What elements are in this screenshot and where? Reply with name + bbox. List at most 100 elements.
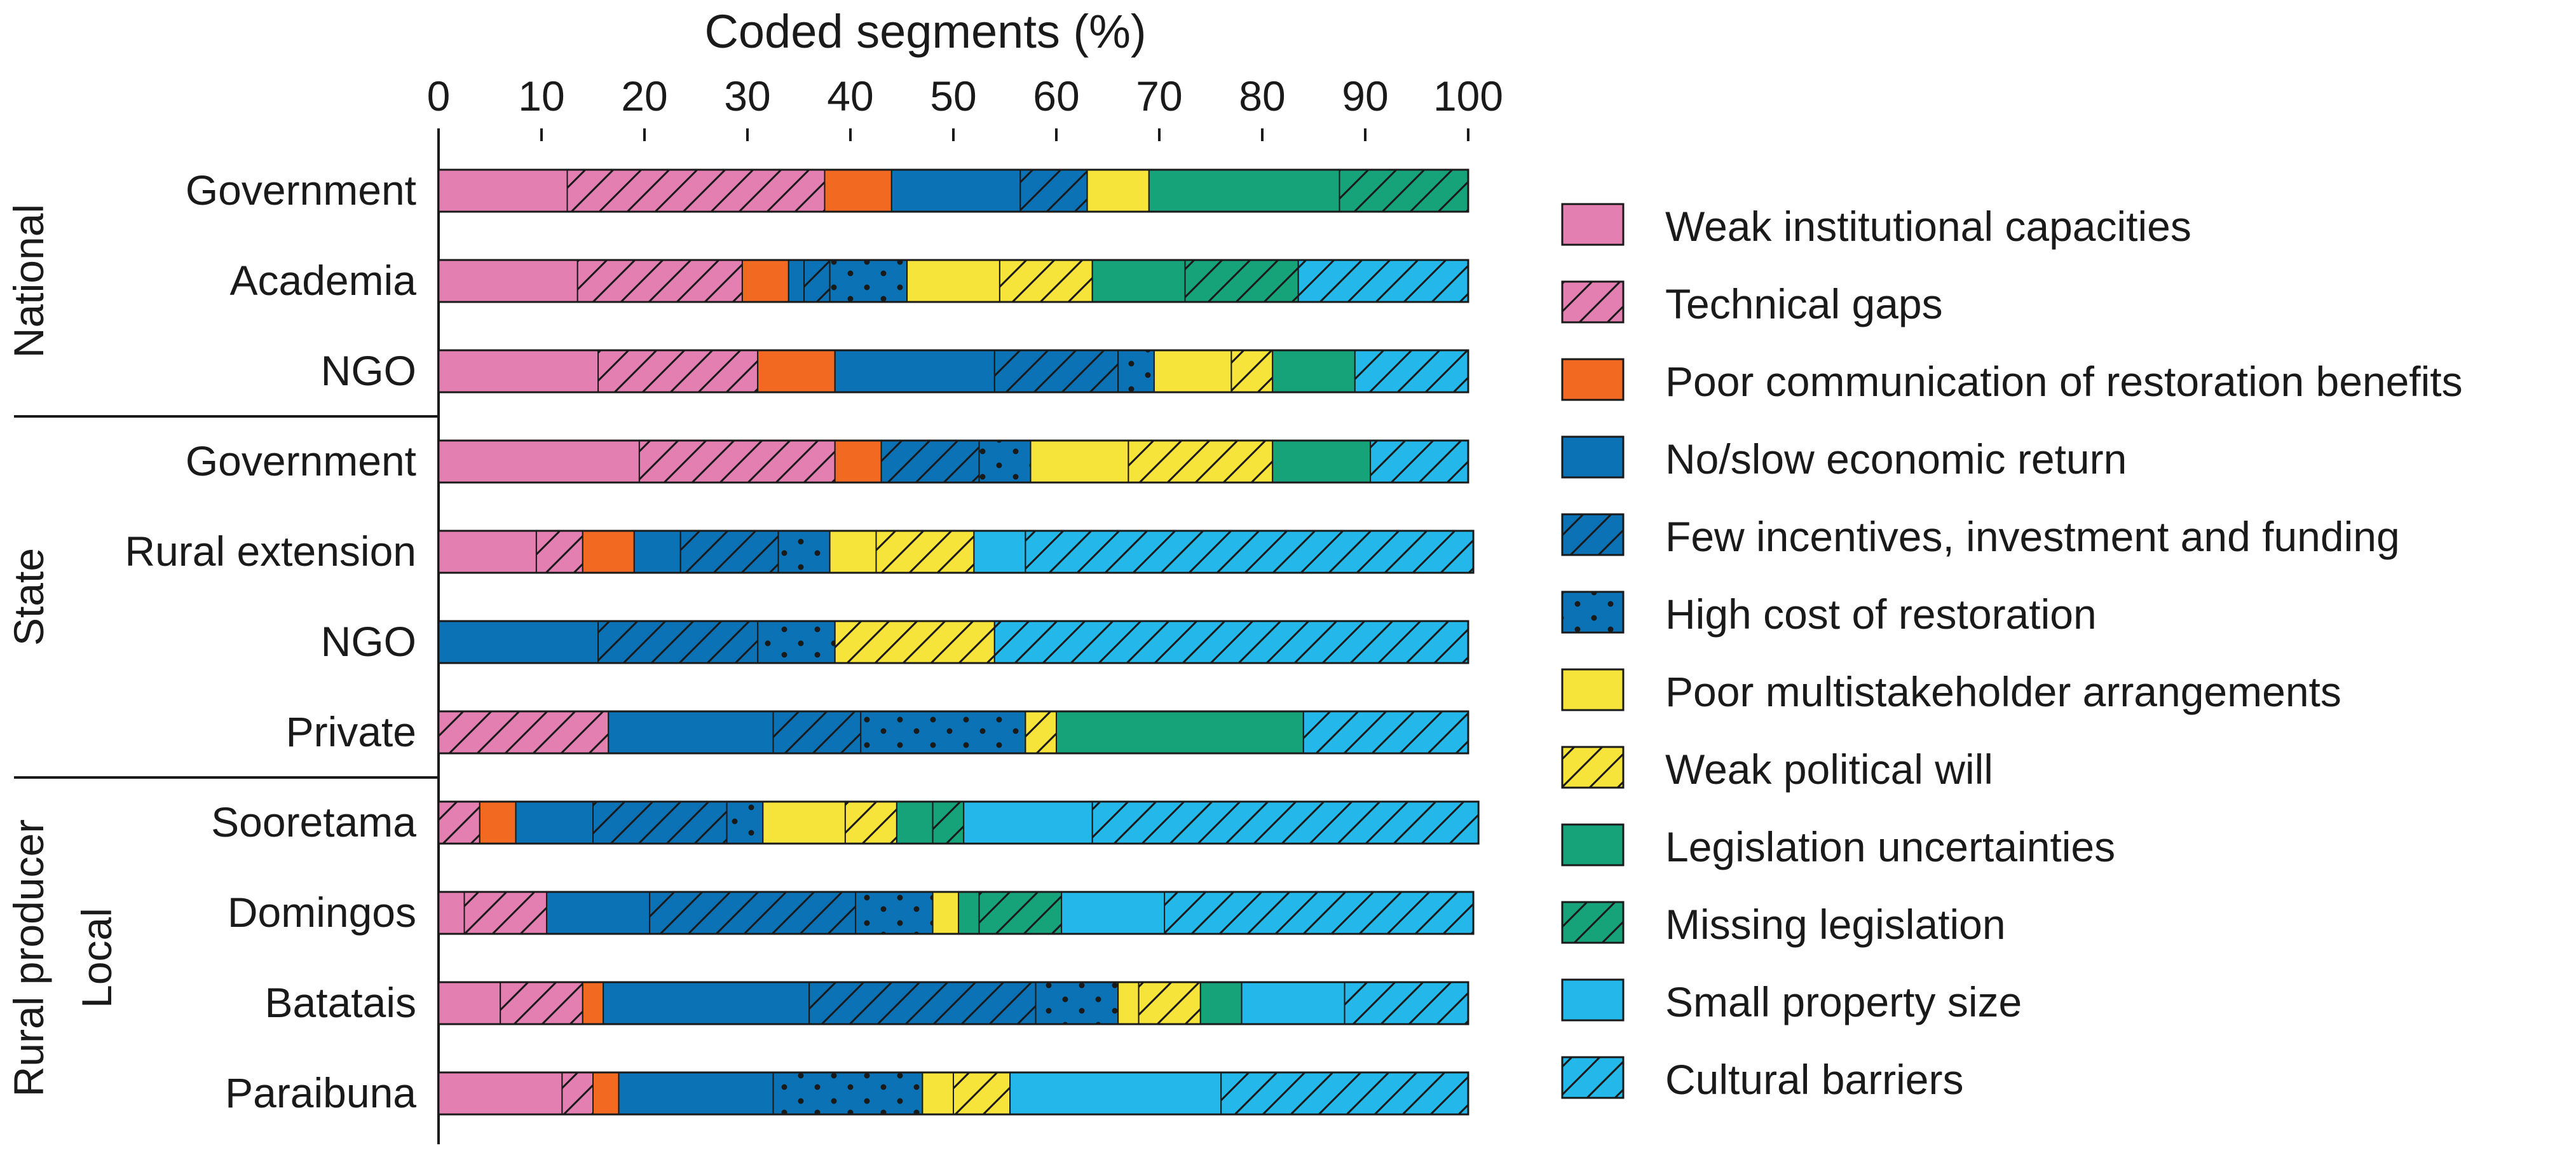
- legend-swatch-cultural-barriers: [1561, 1056, 1625, 1099]
- legend-label: Poor multistakeholder arrangements: [1665, 668, 2341, 715]
- bar-segment-poor-multistakeholder-arrangements: [922, 1072, 955, 1115]
- legend-label: Weak political will: [1665, 746, 1993, 793]
- x-tick-label: 100: [1433, 72, 1503, 120]
- bar-segment-technical-gaps: [638, 440, 836, 483]
- bar-segment-legislation-uncertainties: [1056, 711, 1304, 754]
- bar-segment-technical-gaps: [463, 891, 548, 934]
- category-label: Domingos: [228, 889, 416, 936]
- bar-segment-legislation-uncertainties: [958, 891, 980, 934]
- category-label: NGO: [321, 347, 416, 394]
- legend-swatch-weak-institutional-capacities: [1561, 203, 1625, 246]
- bar-segment-technical-gaps: [438, 801, 480, 844]
- bar-segment-cultural-barriers: [1091, 801, 1480, 844]
- bar-segment-small-property-size: [1241, 982, 1346, 1025]
- bar-segment-high-cost-of-restoration: [726, 801, 764, 844]
- bar-segment-few-incentives-investment-and-funding: [592, 801, 728, 844]
- bar-segment-small-property-size: [963, 801, 1093, 844]
- category-label: Academia: [230, 257, 417, 304]
- bar-segment-few-incentives-investment-and-funding: [803, 259, 831, 303]
- bar-segment-poor-communication-of-restoration-benefits: [582, 530, 635, 573]
- category-label: Rural extension: [125, 528, 416, 575]
- bar-segment-weak-political-will: [1230, 350, 1274, 393]
- x-tick-label: 0: [427, 72, 451, 120]
- category-label: NGO: [321, 618, 416, 665]
- bar-outline: [437, 349, 1469, 394]
- x-tick-label: 30: [724, 72, 770, 120]
- bar-segment-high-cost-of-restoration: [757, 620, 836, 664]
- bar-segment-few-incentives-investment-and-funding: [649, 891, 857, 934]
- x-tick-label: 70: [1136, 72, 1182, 120]
- bar-segment-no-slow-economic-return: [633, 530, 681, 573]
- bar-segment-poor-communication-of-restoration-benefits: [582, 982, 604, 1025]
- bar-segment-poor-communication-of-restoration-benefits: [741, 259, 789, 303]
- bar-segment-no-slow-economic-return: [603, 982, 810, 1025]
- bar-segment-few-incentives-investment-and-funding: [679, 530, 779, 573]
- bar-segment-legislation-uncertainties: [1272, 440, 1372, 483]
- bar-segment-small-property-size: [973, 530, 1026, 573]
- bar-outline: [437, 530, 1475, 574]
- bar-segment-weak-institutional-capacities: [438, 259, 578, 303]
- bar-segment-technical-gaps: [561, 1072, 594, 1115]
- bar-segment-no-slow-economic-return: [890, 169, 1021, 212]
- legend-swatch-legislation-uncertainties: [1561, 823, 1625, 866]
- category-label: Paraibuna: [225, 1069, 416, 1116]
- bar-segment-technical-gaps: [597, 350, 759, 393]
- group-label-state: State: [5, 548, 52, 646]
- bar-segment-no-slow-economic-return: [834, 350, 995, 393]
- x-tick-label: 50: [930, 72, 976, 120]
- bar-segment-weak-political-will: [875, 530, 975, 573]
- legend-label: Cultural barriers: [1665, 1056, 1963, 1103]
- bar-segment-high-cost-of-restoration: [1035, 982, 1119, 1025]
- bar-segment-technical-gaps: [566, 169, 826, 212]
- bar-segment-technical-gaps: [500, 982, 583, 1025]
- category-label: Government: [186, 167, 416, 214]
- bar-segment-legislation-uncertainties: [1272, 350, 1356, 393]
- bar-segment-cultural-barriers: [1370, 440, 1469, 483]
- legend: Weak institutional capacities Technical g…: [1561, 203, 2463, 1103]
- bar-segment-small-property-size: [1009, 1072, 1222, 1115]
- bar-segment-few-incentives-investment-and-funding: [808, 982, 1037, 1025]
- bar-segment-technical-gaps: [438, 711, 610, 754]
- bar-segment-poor-communication-of-restoration-benefits: [592, 1072, 620, 1115]
- bar-segment-no-slow-economic-return: [546, 891, 651, 934]
- legend-label: Technical gaps: [1665, 280, 1943, 327]
- bar-segment-legislation-uncertainties: [1199, 982, 1243, 1025]
- legend-label: Few incentives, investment and funding: [1665, 513, 2400, 560]
- bar-segment-no-slow-economic-return: [608, 711, 774, 754]
- bars: [437, 168, 1480, 1116]
- bar-segment-weak-political-will: [998, 259, 1093, 303]
- category-label: Government: [186, 437, 416, 484]
- bar-outline: [437, 168, 1469, 213]
- bar-segment-few-incentives-investment-and-funding: [772, 711, 862, 754]
- legend-swatch-small-property-size: [1561, 978, 1625, 1022]
- bar-segment-legislation-uncertainties: [1091, 259, 1186, 303]
- bar-segment-poor-multistakeholder-arrangements: [829, 530, 877, 573]
- category-label: Sooretama: [211, 798, 416, 845]
- bar-segment-weak-institutional-capacities: [438, 440, 640, 483]
- legend-label: No/slow economic return: [1665, 435, 2127, 483]
- legend-swatch-high-cost-of-restoration: [1561, 591, 1625, 634]
- group-label-rural-producer: Rural producer: [5, 819, 52, 1097]
- bar-segment-poor-multistakeholder-arrangements: [1117, 982, 1140, 1025]
- bar-segment-cultural-barriers: [1164, 891, 1475, 934]
- bar-segment-weak-institutional-capacities: [438, 350, 599, 393]
- bar-segment-no-slow-economic-return: [787, 259, 805, 303]
- legend-swatch-few-incentives-investment-and-funding: [1561, 513, 1625, 556]
- bar-segment-weak-institutional-capacities: [438, 982, 501, 1025]
- bar-segment-cultural-barriers: [1354, 350, 1469, 393]
- chart-title: Coded segments (%): [704, 5, 1146, 58]
- bar-segment-weak-political-will: [834, 620, 995, 664]
- legend-label: Weak institutional capacities: [1665, 203, 2191, 250]
- legend-label: Missing legislation: [1665, 901, 2006, 948]
- bar-segment-no-slow-economic-return: [515, 801, 594, 844]
- bar-outline: [437, 800, 1480, 845]
- bar-segment-technical-gaps: [535, 530, 583, 573]
- legend-label: Legislation uncertainties: [1665, 823, 2115, 870]
- x-tick-label: 10: [518, 72, 564, 120]
- bar-segment-weak-political-will: [1138, 982, 1201, 1025]
- bar-segment-no-slow-economic-return: [618, 1072, 774, 1115]
- bar-segment-high-cost-of-restoration: [1117, 350, 1155, 393]
- x-tick-label: 40: [827, 72, 873, 120]
- legend-swatch-missing-legislation: [1561, 901, 1625, 944]
